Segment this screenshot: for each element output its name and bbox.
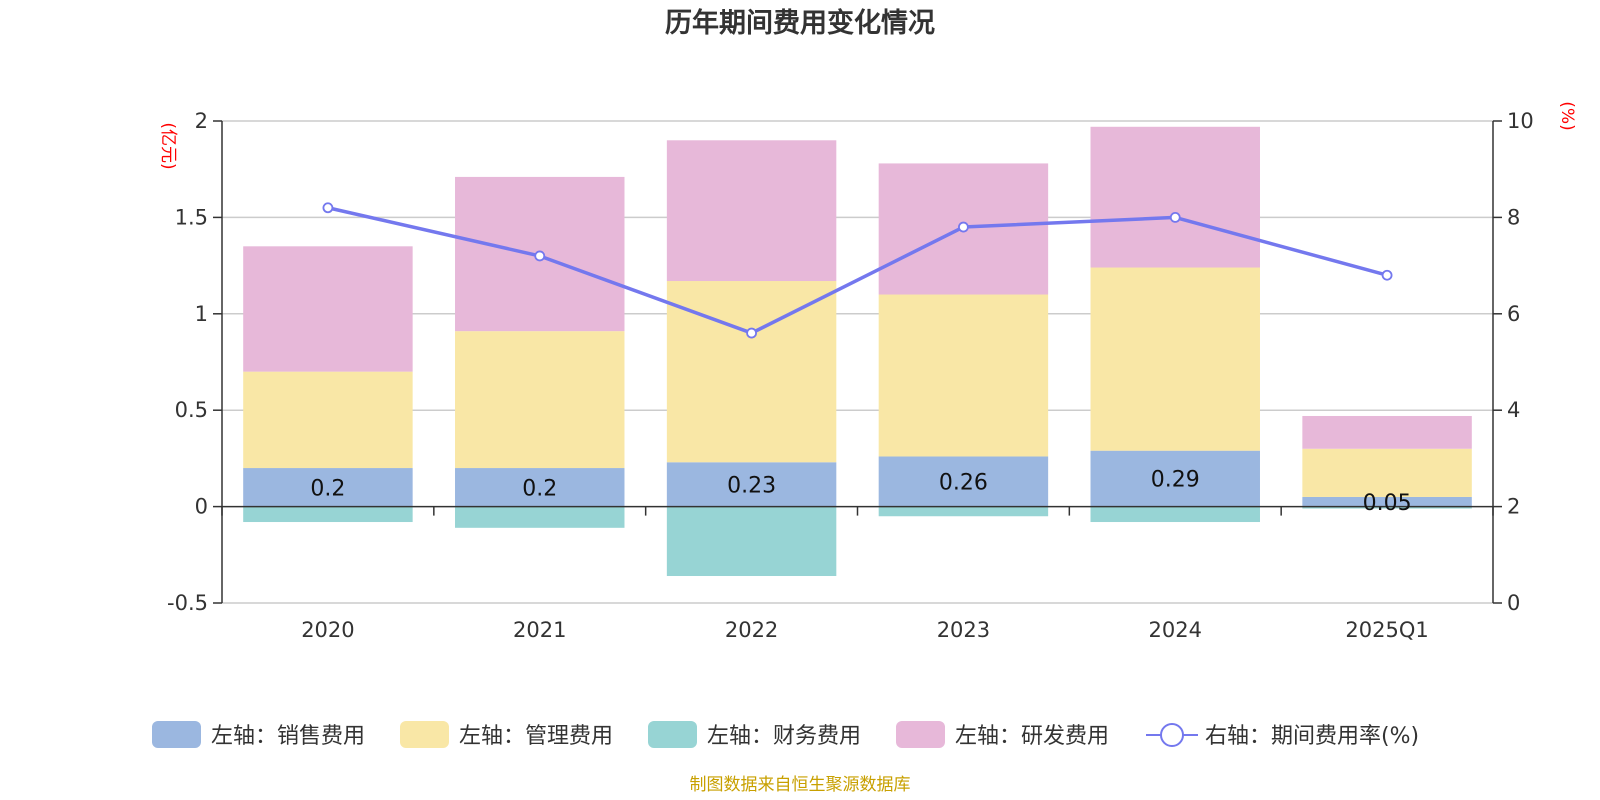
left-tick-label: -0.5	[167, 591, 208, 615]
bar-segment	[1090, 126, 1260, 268]
bar-segment	[666, 140, 837, 282]
x-tick-label: 2022	[725, 618, 778, 642]
legend-label: 左轴：销售费用	[211, 724, 365, 749]
right-tick-label: 6	[1507, 302, 1520, 326]
right-tick-label: 0	[1507, 591, 1520, 615]
bar-segment	[878, 456, 1049, 507]
legend: 左轴：销售费用 左轴：管理费用 左轴：财务费用 左轴：研发费用 右轴：期间费用率(%)	[152, 721, 1419, 749]
bar-segment	[666, 462, 837, 507]
bar-segment	[1302, 448, 1472, 497]
bar-segment	[1302, 415, 1472, 449]
right-tick-label: 4	[1507, 398, 1520, 422]
bar-segment	[666, 506, 837, 577]
legend-swatch	[648, 721, 697, 748]
rate-point	[1169, 211, 1181, 223]
right-tick-label: 2	[1507, 495, 1520, 519]
legend-label: 右轴：期间费用率(%)	[1205, 724, 1419, 749]
bar-segment	[455, 468, 625, 507]
bar-segment	[1302, 496, 1472, 507]
legend-label: 左轴：研发费用	[955, 724, 1109, 749]
bar-labels: 0.2 0.2 0.23 0.26 0.29 0.05	[310, 468, 1411, 516]
bar-segment	[455, 331, 625, 469]
left-tick-label: 2	[195, 109, 208, 133]
rate-point	[534, 250, 546, 262]
bar-series	[243, 126, 1472, 577]
left-axis-unit: (亿元)	[158, 122, 178, 169]
bar-segment	[243, 371, 413, 469]
x-tick-label: 2024	[1149, 618, 1202, 642]
rate-point	[958, 221, 969, 233]
x-tick-label: 2021	[513, 618, 566, 642]
bar-data-label: 0.2	[522, 476, 557, 501]
bar-segment	[1090, 450, 1260, 507]
bar-segment	[243, 468, 413, 507]
legend-marker	[1160, 723, 1184, 747]
rate-point	[322, 202, 334, 214]
rate-line-series	[322, 202, 1393, 339]
bar-data-label: 0.23	[727, 473, 776, 498]
grid-lines	[222, 120, 1493, 604]
left-tick-label: 1.5	[175, 205, 208, 229]
bar-segment	[1302, 506, 1472, 509]
data-source: 制图数据来自恒生聚源数据库	[690, 775, 911, 795]
legend-label: 左轴：管理费用	[459, 724, 613, 749]
left-tick-label: 0.5	[175, 398, 208, 422]
bar-data-label: 0.05	[1363, 491, 1412, 516]
bar-segment	[878, 506, 1049, 517]
right-tick-label: 10	[1507, 109, 1534, 133]
left-tick-label: 0	[195, 495, 208, 519]
bar-data-label: 0.26	[939, 471, 988, 496]
bar-segment	[1090, 267, 1260, 451]
rate-point	[1381, 269, 1393, 281]
bar-segment	[1090, 506, 1260, 523]
x-tick-label: 2023	[937, 618, 990, 642]
chart-title: 历年期间费用变化情况	[665, 7, 935, 39]
right-axis-unit: (%)	[1557, 101, 1577, 130]
bar-segment	[243, 246, 413, 372]
legend-label: 左轴：财务费用	[707, 724, 861, 749]
bar-data-label: 0.29	[1151, 468, 1200, 493]
bar-segment	[666, 281, 837, 463]
legend-swatch	[896, 721, 945, 748]
bar-segment	[455, 506, 625, 528]
left-tick-label: 1	[195, 302, 208, 326]
bar-segment	[243, 506, 413, 523]
right-tick-label: 8	[1507, 205, 1520, 229]
x-tick-label: 2020	[301, 618, 354, 642]
rate-line	[327, 206, 1388, 335]
legend-swatch	[400, 721, 449, 748]
x-tick-label: 2025Q1	[1345, 618, 1428, 642]
bar-segment	[878, 294, 1049, 457]
rate-point	[746, 327, 757, 339]
bar-data-label: 0.2	[310, 476, 345, 501]
legend-swatch	[152, 721, 201, 748]
